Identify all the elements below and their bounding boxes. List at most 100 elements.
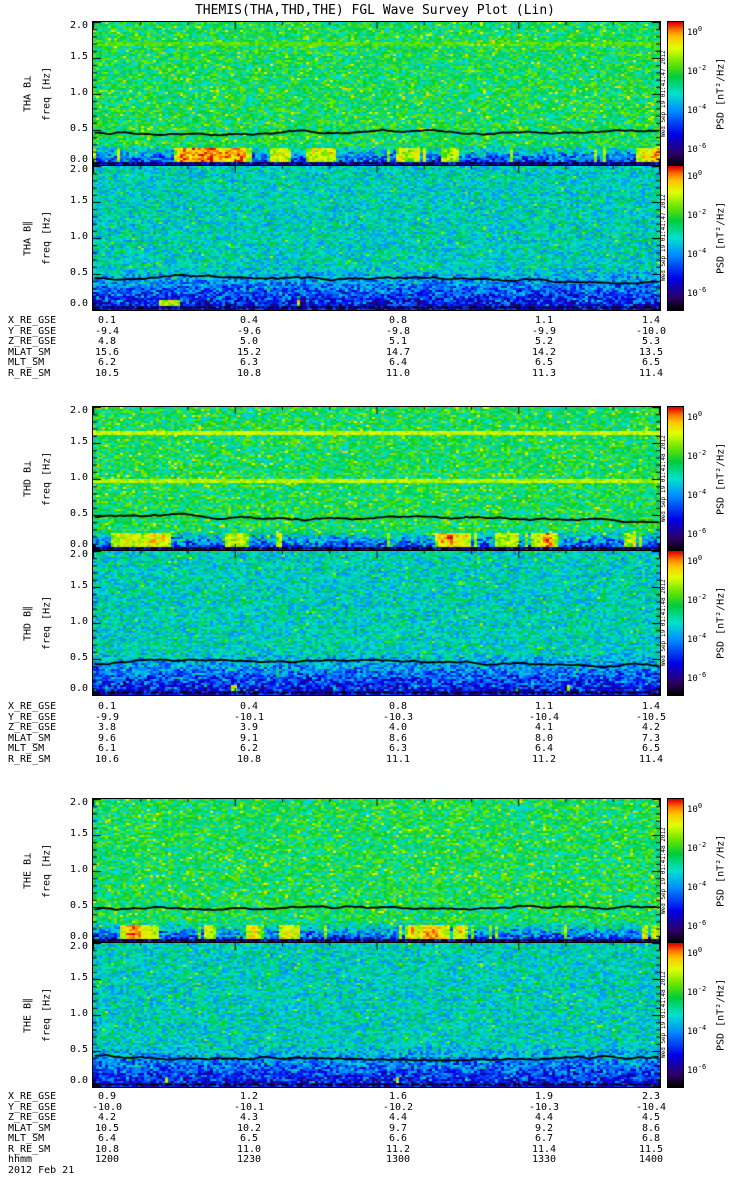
spectrogram-canvas (92, 550, 661, 696)
freq-tick-label: 0.0 (69, 154, 88, 165)
freq-tick-label: 1.5 (69, 828, 88, 839)
colorbar (667, 21, 684, 167)
freq-tick-label: 0.5 (69, 267, 88, 278)
freq-axis-label: freq [Hz] (41, 66, 53, 122)
colorbar-tick-base: 10 (687, 1065, 698, 1076)
freq-tick-label: 0.0 (69, 931, 88, 942)
ephemeris-value: 5.0 (239, 336, 259, 347)
ephemeris-value: 1.2 (239, 1091, 259, 1102)
colorbar-tick-label: 10-4 (687, 247, 706, 260)
ephemeris-value: 0.9 (97, 1091, 117, 1102)
ephemeris-row-label: MLT_SM (8, 357, 45, 368)
ephemeris-row-label: Z_RE_GSE (8, 722, 57, 733)
ephemeris-value: 14.2 (531, 346, 557, 358)
ephemeris-value: 6.4 (534, 743, 554, 754)
freq-tick-label: 2.0 (69, 797, 88, 808)
colorbar-tick-base: 10 (687, 413, 698, 424)
ephemeris-value: 2.3 (641, 1091, 661, 1102)
ephemeris-value: 4.2 (97, 1112, 117, 1123)
ephemeris-value: 11.2 (385, 1143, 411, 1155)
freq-tick-label: 1.0 (69, 231, 88, 242)
freq-tick-label: 2.0 (69, 20, 88, 31)
ephemeris-value: 4.4 (534, 1112, 554, 1123)
ephemeris-value: 15.6 (94, 346, 120, 358)
ephemeris-value: 4.4 (388, 1112, 408, 1123)
colorbar-tick-base: 10 (687, 1026, 698, 1037)
colorbar-tick-label: 10-4 (687, 103, 706, 116)
ephemeris-row-label: R_RE_SM (8, 753, 51, 765)
freq-axis-label: freq [Hz] (41, 987, 53, 1043)
colorbar-tick-exp: 0 (697, 169, 703, 178)
freq-tick-label: 1.5 (69, 51, 88, 62)
colorbar-tick-label: 10-6 (687, 919, 706, 932)
colorbar-tick-label: 10-2 (687, 63, 707, 77)
colorbar-tick-exp: -6 (697, 141, 707, 150)
freq-axis-label: freq [Hz] (41, 210, 53, 266)
colorbar-tick-label: 10-2 (687, 985, 706, 998)
freq-tick-label: 1.5 (69, 436, 88, 447)
ephemeris-value: 4.8 (97, 336, 117, 347)
ephemeris-value: 9.2 (534, 1122, 554, 1134)
time-tick-label: 1330 (531, 1154, 557, 1165)
ephemeris-value: 1.6 (388, 1091, 408, 1102)
ephemeris-value: 6.7 (534, 1133, 554, 1144)
colorbar-tick-base: 10 (687, 105, 698, 116)
ephemeris-value: 11.4 (638, 753, 664, 765)
colorbar-tick-label: 10-2 (687, 840, 707, 854)
probe-component-label: THA B∥ (22, 220, 34, 256)
colorbar-tick-base: 10 (687, 144, 698, 155)
colorbar-tick-exp: -2 (697, 840, 707, 849)
ephemeris-row-label: MLAT_SM (8, 732, 51, 744)
ephemeris-value: 6.5 (641, 743, 661, 754)
ephemeris-value: 0.1 (97, 701, 117, 712)
time-tick-label: 1300 (385, 1154, 411, 1165)
colorbar-tick-exp: -6 (697, 285, 707, 294)
colorbar-tick-base: 10 (687, 249, 698, 260)
colorbar-tick-base: 10 (687, 557, 698, 568)
creation-timestamp: Wed Sep 19 01:41:48 2012 (660, 827, 667, 915)
colorbar (667, 406, 684, 552)
colorbar-tick-label: 10-6 (687, 670, 707, 684)
ephemeris-value: 1.4 (641, 315, 661, 326)
freq-tick-label: 2.0 (69, 164, 88, 175)
colorbar-tick-base: 10 (687, 949, 698, 960)
colorbar-tick-exp: -2 (697, 63, 707, 72)
ephemeris-row-label: Z_RE_GSE (8, 336, 57, 347)
ephemeris-value: -10.0 (91, 1101, 123, 1113)
colorbar (667, 798, 684, 944)
ephemeris-value: 14.7 (385, 346, 411, 358)
time-tick-label: 1200 (94, 1154, 120, 1165)
ephemeris-value: -10.0 (635, 325, 667, 337)
colorbar-tick-exp: -6 (697, 670, 707, 679)
psd-axis-label: PSD [nT²/Hz] (715, 586, 727, 660)
colorbar (667, 165, 684, 311)
creation-timestamp: Wed Sep 19 01:41:47 2012 (660, 194, 667, 282)
ephemeris-value: -10.3 (528, 1101, 560, 1113)
ephemeris-value: -9.9 (531, 325, 557, 337)
ephemeris-value: 11.4 (638, 367, 664, 379)
ephemeris-value: 6.3 (239, 357, 259, 368)
ephemeris-value: 0.8 (388, 701, 408, 712)
spectrogram-canvas (92, 21, 661, 167)
colorbar-tick-exp: 0 (697, 410, 703, 419)
probe-component-label: THD B∥ (22, 605, 34, 641)
colorbar-tick-base: 10 (687, 595, 698, 606)
freq-tick-label: 0.0 (69, 298, 88, 309)
freq-tick-label: 1.5 (69, 195, 88, 206)
ephemeris-value: 8.6 (641, 1122, 661, 1134)
colorbar-tick-label: 10-2 (687, 593, 706, 606)
ephemeris-row-label: Y_RE_GSE (8, 1101, 57, 1113)
colorbar-tick-exp: 0 (697, 25, 703, 34)
spectrogram-canvas (92, 798, 661, 944)
ephemeris-value: 6.5 (641, 357, 661, 368)
ephemeris-value: 11.2 (531, 753, 557, 765)
colorbar-tick-base: 10 (687, 172, 698, 183)
ephemeris-value: 6.3 (388, 743, 408, 754)
ephemeris-value: 6.1 (97, 743, 117, 754)
colorbar-tick-base: 10 (687, 451, 698, 462)
spectrogram-canvas (92, 942, 661, 1088)
ephemeris-value: 11.0 (236, 1143, 262, 1155)
ephemeris-value: 0.8 (388, 315, 408, 326)
time-axis-label: hhmm (8, 1154, 33, 1165)
